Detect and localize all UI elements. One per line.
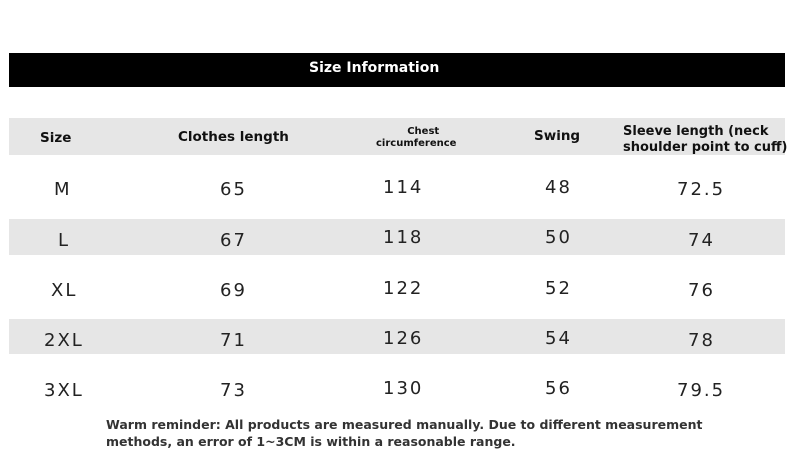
table-row-band (9, 319, 785, 354)
cell-swing: 54 (545, 328, 572, 349)
header-sleeve-length: Sleeve length (neck shoulder point to cu… (623, 124, 790, 156)
cell-size: XL (51, 280, 78, 301)
header-chest-line2: circumference (376, 138, 457, 149)
cell-clothes-length: 71 (220, 330, 247, 351)
header-clothes-length: Clothes length (178, 129, 289, 145)
measurement-note: Warm reminder: All products are measured… (106, 416, 726, 450)
cell-sleeve: 72.5 (677, 179, 726, 200)
cell-sleeve: 79.5 (677, 380, 726, 401)
cell-swing: 56 (545, 378, 572, 399)
cell-size: L (58, 230, 71, 251)
header-swing: Swing (534, 128, 581, 144)
cell-swing: 52 (545, 278, 572, 299)
cell-chest: 118 (383, 227, 424, 248)
table-header-row (9, 118, 785, 155)
header-chest-circumference: Chest circumference (376, 126, 456, 150)
table-row-band (9, 219, 785, 255)
cell-clothes-length: 65 (220, 179, 247, 200)
header-sleeve-line2: shoulder point to cuff) (623, 140, 788, 155)
cell-clothes-length: 73 (220, 380, 247, 401)
cell-swing: 48 (545, 177, 572, 198)
cell-sleeve: 78 (688, 330, 715, 351)
cell-chest: 122 (383, 278, 424, 299)
note-line2: methods, an error of 1~3CM is within a r… (106, 434, 516, 449)
title-banner: Size Information (9, 53, 785, 87)
cell-swing: 50 (545, 227, 572, 248)
cell-sleeve: 74 (688, 230, 715, 251)
cell-chest: 126 (383, 328, 424, 349)
page-title: Size Information (309, 60, 440, 76)
cell-chest: 130 (383, 378, 424, 399)
cell-size: 2XL (44, 330, 84, 351)
note-line1: Warm reminder: All products are measured… (106, 417, 703, 432)
cell-sleeve: 76 (688, 280, 715, 301)
cell-clothes-length: 67 (220, 230, 247, 251)
cell-size: 3XL (44, 380, 84, 401)
cell-clothes-length: 69 (220, 280, 247, 301)
header-size: Size (40, 130, 72, 146)
cell-size: M (54, 179, 72, 200)
header-chest-line1: Chest (407, 126, 440, 137)
header-sleeve-line1: Sleeve length (neck (623, 124, 769, 139)
cell-chest: 114 (383, 177, 424, 198)
